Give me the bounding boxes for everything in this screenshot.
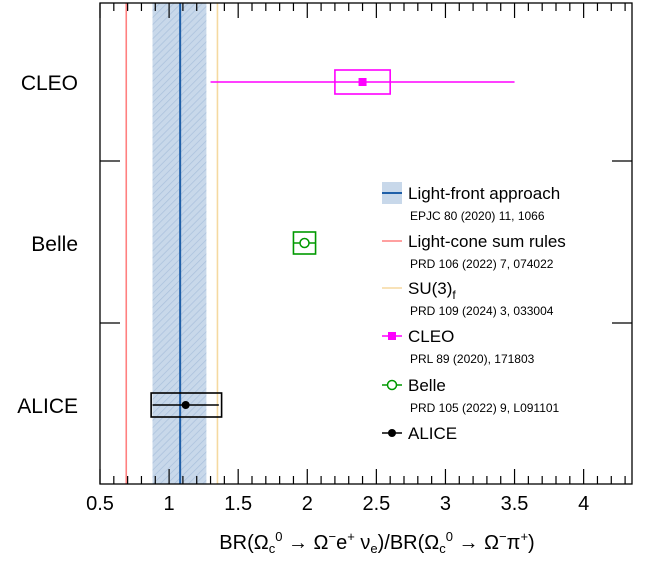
legend-cleo-marker-swatch bbox=[388, 332, 396, 340]
legend-alice-marker-swatch bbox=[388, 429, 396, 437]
cleo-syst-box bbox=[334, 69, 391, 95]
x-tick-label-2.5: 2.5 bbox=[362, 493, 390, 515]
x-axis-label-sup: + bbox=[347, 529, 355, 544]
cleo-marker bbox=[358, 78, 367, 86]
x-axis-label-sup: 0 bbox=[446, 529, 453, 544]
x-axis-label-part: ν bbox=[355, 532, 371, 554]
legend-cleo-label: CLEO bbox=[408, 327, 454, 346]
x-axis-label-sup: − bbox=[499, 529, 507, 544]
x-axis-label-part: → Ω bbox=[453, 532, 499, 554]
legend-light-cone-sum-rules-ref: PRD 106 (2022) 7, 074022 bbox=[410, 257, 554, 271]
legend-belle-ref: PRD 105 (2022) 9, L091101 bbox=[410, 401, 560, 415]
category-label-cleo: CLEO bbox=[21, 72, 78, 95]
x-axis-label-sub: c bbox=[269, 541, 276, 556]
legend-light-front-approach-label: Light-front approach bbox=[408, 184, 560, 203]
legend-alice-label: ALICE bbox=[408, 424, 457, 443]
x-axis-label-part: e bbox=[336, 532, 347, 554]
x-tick-label-2: 2 bbox=[302, 493, 313, 515]
x-axis-label: BR(Ωc0 → Ω−e+ νe)/BR(Ωc0 → Ω−π+) bbox=[219, 529, 534, 556]
x-tick-label-0.5: 0.5 bbox=[86, 493, 114, 515]
x-tick-label-1.5: 1.5 bbox=[224, 493, 252, 515]
legend-su-3--label-subscript: f bbox=[452, 288, 456, 302]
alice-syst-box bbox=[150, 392, 223, 418]
legend-light-cone-sum-rules-label: Light-cone sum rules bbox=[408, 232, 566, 251]
x-axis-label-part: BR(Ω bbox=[219, 532, 268, 554]
category-label-belle: Belle bbox=[31, 233, 78, 256]
x-axis-label-sup: 0 bbox=[275, 529, 282, 544]
x-tick-label-1: 1 bbox=[164, 493, 175, 515]
legend-su-3--label: SU(3)f bbox=[408, 279, 456, 302]
belle-marker bbox=[299, 237, 310, 249]
belle-syst-box bbox=[292, 231, 317, 255]
x-tick-label-3.5: 3.5 bbox=[501, 493, 529, 515]
x-axis-label-part: → Ω bbox=[282, 532, 328, 554]
x-axis-label-part: ) bbox=[528, 532, 535, 554]
x-tick-label-4: 4 bbox=[578, 493, 589, 515]
x-axis-label-sub: c bbox=[439, 541, 446, 556]
category-label-alice: ALICE bbox=[17, 395, 78, 418]
alice-marker bbox=[181, 401, 190, 409]
x-tick-label-3: 3 bbox=[440, 493, 451, 515]
legend-cleo-ref: PRL 89 (2020), 171803 bbox=[410, 352, 535, 366]
legend-belle-label: Belle bbox=[408, 376, 446, 395]
plot-frame bbox=[99, 2, 633, 485]
x-axis-label-part: )/BR(Ω bbox=[378, 532, 440, 554]
x-axis-label-sup: + bbox=[520, 529, 528, 544]
legend-belle-marker-swatch bbox=[386, 379, 398, 391]
x-axis-label-sub: e bbox=[370, 541, 377, 556]
x-axis-label-part: π bbox=[507, 532, 521, 554]
legend-light-front-approach-ref: EPJC 80 (2020) 11, 1066 bbox=[410, 209, 545, 223]
legend-su-3--ref: PRD 109 (2024) 3, 033004 bbox=[410, 304, 554, 318]
x-axis-label-sup: − bbox=[329, 529, 337, 544]
